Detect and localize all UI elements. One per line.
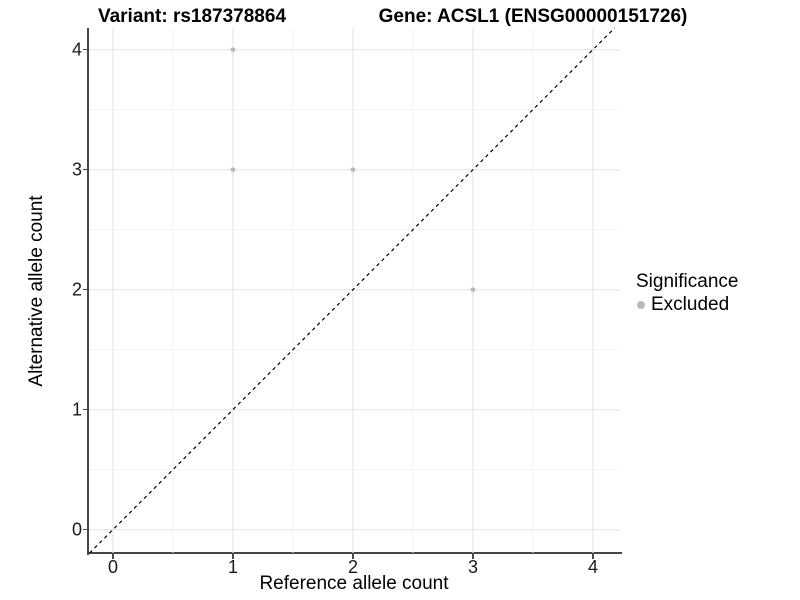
- y-tick-label: 1: [71, 399, 82, 420]
- plot-title-gene: Gene: ACSL1 (ENSG00000151726): [378, 6, 688, 27]
- y-tick-label: 4: [71, 39, 82, 60]
- plot-panel: [89, 28, 620, 553]
- identity-line: [89, 28, 616, 553]
- x-tick-label: 0: [107, 557, 119, 577]
- y-tick-label: 0: [71, 519, 82, 540]
- y-axis-line: [87, 28, 89, 555]
- y-tick-mark: [82, 288, 87, 291]
- x-tick-label: 1: [227, 557, 239, 577]
- plot-title-variant: Variant: rs187378864: [97, 6, 287, 27]
- y-tick-mark: [82, 528, 87, 531]
- x-tick-label: 3: [467, 557, 479, 577]
- legend-title: Significance: [636, 271, 739, 292]
- x-axis-title: Reference allele count: [259, 573, 449, 594]
- x-tick-mark: [232, 554, 234, 559]
- x-tick-label: 4: [587, 557, 599, 577]
- legend-item: Excluded: [637, 294, 738, 316]
- y-axis-title: Alternative allele count: [26, 195, 47, 387]
- y-tick-label: 3: [71, 159, 82, 180]
- y-tick-mark: [82, 408, 87, 411]
- y-tick-mark: [82, 48, 87, 51]
- data-point: [230, 47, 236, 52]
- x-axis-line: [87, 552, 622, 554]
- x-tick-mark: [472, 554, 474, 559]
- data-point: [350, 167, 356, 173]
- x-tick-label: 2: [347, 557, 359, 577]
- legend-point-icon: [637, 301, 645, 309]
- legend-label: Excluded: [651, 294, 730, 315]
- x-tick-mark: [112, 554, 114, 559]
- legend-items: Excluded: [636, 294, 738, 316]
- data-point: [230, 167, 236, 173]
- x-tick-mark: [352, 554, 354, 559]
- y-tick-label: 2: [71, 279, 82, 300]
- legend: Significance Excluded: [636, 271, 738, 316]
- y-tick-mark: [82, 168, 87, 171]
- data-point: [470, 287, 476, 292]
- x-tick-mark: [592, 554, 594, 559]
